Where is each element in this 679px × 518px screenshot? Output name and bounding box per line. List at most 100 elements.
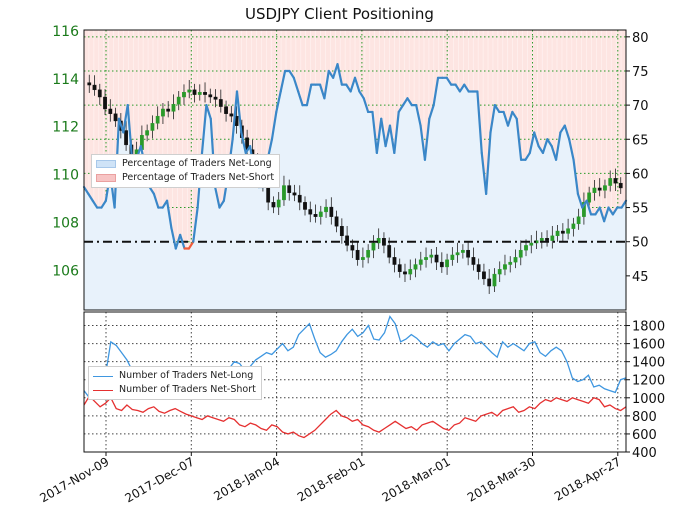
price-tick-label: 108 xyxy=(52,215,79,231)
candle-up xyxy=(460,249,465,253)
candle-up xyxy=(592,187,597,193)
chart-title: USDJPY Client Positioning xyxy=(245,5,434,23)
candle-up xyxy=(424,257,428,260)
net-long-segment xyxy=(288,69,295,79)
price-tick-label: 114 xyxy=(52,72,79,88)
legend-label-net-short: Percentage of Traders Net-Short xyxy=(122,172,275,183)
candle-up xyxy=(508,261,513,265)
legend-item-net-short: Percentage of Traders Net-Short xyxy=(96,171,274,185)
candle-down xyxy=(403,271,407,275)
net-long-segment xyxy=(533,131,540,148)
candle-down xyxy=(329,206,334,217)
candle-up xyxy=(376,238,381,244)
candle-up xyxy=(513,257,518,263)
net-long-segment xyxy=(563,124,571,141)
candle-up xyxy=(455,252,460,256)
net-long-segment xyxy=(279,69,287,93)
candle-up xyxy=(276,199,281,208)
candle-up xyxy=(161,108,165,117)
net-long-segment xyxy=(231,90,239,141)
net-long-segment xyxy=(458,83,466,93)
net-long-segment xyxy=(502,110,510,127)
candle-down xyxy=(203,92,207,95)
candle-down xyxy=(97,89,102,98)
net-long-segment xyxy=(235,90,243,134)
candle-down xyxy=(313,214,318,217)
date-tick-label: 2018-Jan-04 xyxy=(211,454,282,503)
top-panel-border xyxy=(83,29,627,311)
count-tick-label: 400 xyxy=(632,446,657,461)
net-long-segment xyxy=(174,233,182,250)
net-long-segment xyxy=(170,226,177,250)
candle-down xyxy=(545,238,549,241)
net-long-segment xyxy=(603,206,610,223)
net-long-segment xyxy=(388,124,396,155)
candle-up xyxy=(171,103,176,112)
candle-down xyxy=(339,226,344,237)
net-long-segment xyxy=(585,199,593,216)
candle-down xyxy=(482,271,486,280)
net-long-segment xyxy=(100,199,107,209)
candle-down xyxy=(303,202,307,210)
net-long-segment xyxy=(362,97,370,114)
date-tick-label: 2017-Dec-07 xyxy=(123,454,197,505)
net-long-segment xyxy=(126,104,134,161)
net-long-segment xyxy=(506,110,514,127)
candle-up xyxy=(361,257,365,260)
candle-down xyxy=(618,182,623,189)
count-tick-label: 1400 xyxy=(632,356,665,371)
candle-up xyxy=(492,273,497,287)
net-long-segment xyxy=(148,185,156,196)
price-tick-label: 116 xyxy=(52,24,79,40)
net-long-area xyxy=(84,64,626,310)
candle-down xyxy=(287,185,292,193)
net-long-segment xyxy=(305,83,313,107)
top-panel-frame xyxy=(83,29,627,311)
top-legend: Percentage of Traders Net-Long Percentag… xyxy=(91,154,281,188)
count-short-swatch xyxy=(93,389,113,391)
net-long-segment xyxy=(82,185,90,196)
legend-label-count-short: Number of Traders Net-Short xyxy=(119,384,256,395)
net-long-segment xyxy=(292,76,300,93)
candle-up xyxy=(445,259,449,268)
net-long-segment xyxy=(572,158,580,196)
net-long-segment xyxy=(200,104,208,155)
net-long-segment xyxy=(485,131,492,196)
date-axis: 2017-Nov-09 2017-Dec-07 2018-Jan-04 2018-Fe… xyxy=(37,452,623,505)
date-tick-label: 2018-Apr-27 xyxy=(552,454,623,503)
candle-up xyxy=(418,259,423,265)
net-long-swatch xyxy=(96,160,116,168)
percent-tick-label: 50 xyxy=(632,236,649,251)
percent-tick-label: 70 xyxy=(632,99,649,114)
net-long-segment xyxy=(476,90,483,155)
net-long-segment xyxy=(419,124,427,161)
net-long-segment xyxy=(515,117,523,161)
net-long-segment xyxy=(393,110,400,155)
net-long-segment xyxy=(432,76,440,107)
price-tick-label: 106 xyxy=(52,263,79,279)
candle-down xyxy=(487,278,492,287)
date-tick-label: 2018-Feb-01 xyxy=(295,454,368,504)
candle-down xyxy=(466,249,471,258)
bottom-panel-border xyxy=(83,311,627,453)
count-long-swatch xyxy=(93,375,113,377)
candle-down xyxy=(392,257,397,265)
candle-down xyxy=(476,264,481,272)
net-long-segment xyxy=(275,90,282,114)
candle-down xyxy=(113,113,118,122)
candle-up xyxy=(529,242,534,246)
candle-up xyxy=(145,130,150,136)
net-long-segment xyxy=(568,138,575,161)
price-axis: 106 108 110 112 114 116 xyxy=(52,24,79,279)
net-long-segment xyxy=(297,90,304,107)
net-long-segment xyxy=(349,76,357,93)
net-long-segment xyxy=(463,83,470,93)
net-long-segment xyxy=(205,104,212,120)
candle-down xyxy=(218,99,223,107)
candle-down xyxy=(224,106,228,114)
net-long-segment xyxy=(371,110,378,155)
net-long-segment xyxy=(336,63,343,86)
candle-up xyxy=(197,92,202,95)
candle-down xyxy=(208,94,213,98)
